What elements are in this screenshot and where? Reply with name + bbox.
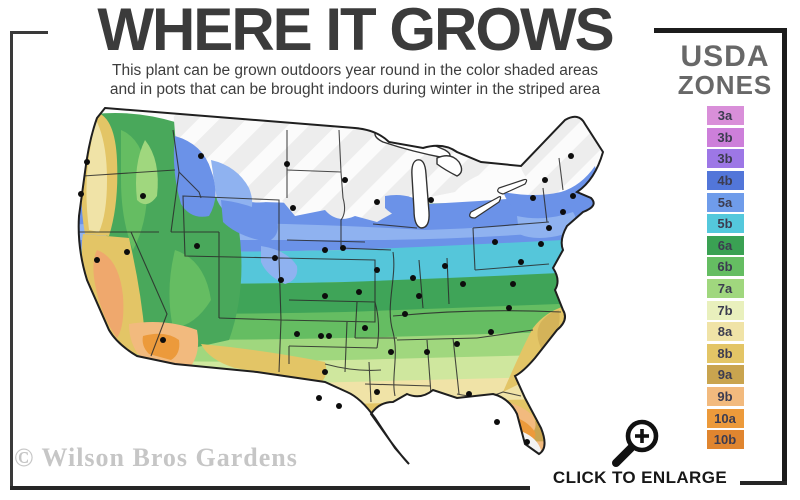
legend-zone-3a: 3a — [706, 106, 744, 126]
frame-top-left-stub — [10, 31, 48, 34]
frame-bottom-left — [10, 486, 530, 490]
subtitle-line-2: and in pots that can be brought indoors … — [109, 80, 601, 98]
legend-zone-5b: 5b — [706, 214, 744, 234]
legend-zone-10a: 10a — [706, 408, 744, 428]
usa-map-svg[interactable] — [25, 100, 665, 472]
legend-zone-7a: 7a — [706, 279, 744, 299]
legend-title-usda: USDA — [680, 40, 770, 73]
legend-zone-9b: 9b — [706, 387, 744, 407]
legend-zone-3b: 3b — [706, 149, 744, 169]
frame-top-right — [654, 28, 787, 33]
legend-zones: 3a 3b 3b 4b 5a 5b 6a 6b 7a 7b 8a 8b 9a 9b 10a 10b — [663, 106, 787, 450]
subtitle-line-1: This plant can be grown outdoors year ro… — [112, 62, 598, 79]
header: WHERE IT GROWS This plant can be grown o… — [55, 0, 655, 100]
legend-zone-4b: 4b — [706, 171, 744, 191]
legend-zone-8b: 8b — [706, 343, 744, 363]
legend-zone-3b: 3b — [706, 127, 744, 147]
legend-zone-9a: 9a — [706, 365, 744, 385]
legend-zone-10b: 10b — [706, 430, 744, 450]
magnifier-plus-icon — [612, 419, 659, 467]
city-dots — [78, 153, 576, 445]
hardiness-zone-map[interactable] — [25, 100, 665, 472]
page-title: WHERE IT GROWS — [97, 0, 614, 63]
state-borders — [79, 129, 564, 403]
legend-zone-7b: 7b — [706, 300, 744, 320]
magnifier-button[interactable] — [596, 416, 672, 470]
legend-title-zones: ZONES — [677, 70, 773, 100]
usa-outline — [77, 106, 605, 465]
legend-zone-5a: 5a — [706, 192, 744, 212]
legend-zone-8a: 8a — [706, 322, 744, 342]
frame-bottom-right-stub — [740, 481, 787, 485]
usda-zones-legend: USDA ZONES 3a 3b 3b 4b 5a 5b 6a 6b 7a 7b 8a 8b 9a 9b 1… — [663, 42, 787, 452]
legend-zone-6a: 6a — [706, 235, 744, 255]
click-to-enlarge-button[interactable]: CLICK TO ENLARGE — [552, 468, 728, 487]
watermark: © Wilson Bros Gardens — [14, 443, 298, 472]
legend-zone-6b: 6b — [706, 257, 744, 277]
subtitle: This plant can be grown outdoors year ro… — [55, 62, 655, 100]
frame-right — [782, 28, 787, 485]
frame-left — [10, 31, 13, 490]
